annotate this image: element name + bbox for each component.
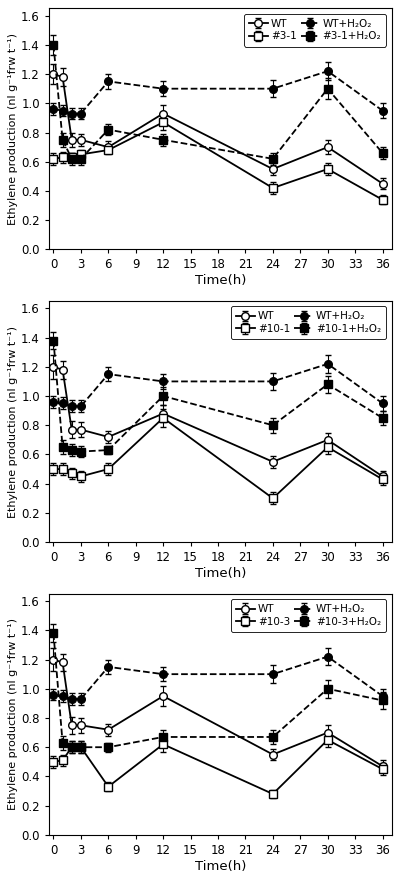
- Y-axis label: Ethylene production (nl g⁻¹frw t⁻¹): Ethylene production (nl g⁻¹frw t⁻¹): [8, 618, 18, 811]
- X-axis label: Time(h): Time(h): [194, 274, 246, 287]
- Y-axis label: Ethylene production (nl g⁻¹frw t⁻¹): Ethylene production (nl g⁻¹frw t⁻¹): [8, 33, 18, 225]
- Y-axis label: Ethylene production (nl g⁻¹frw t⁻¹): Ethylene production (nl g⁻¹frw t⁻¹): [8, 326, 18, 518]
- X-axis label: Time(h): Time(h): [194, 860, 246, 873]
- X-axis label: Time(h): Time(h): [194, 567, 246, 580]
- Legend: WT, #10-1, WT+H₂O₂, #10-1+H₂O₂: WT, #10-1, WT+H₂O₂, #10-1+H₂O₂: [231, 307, 386, 339]
- Legend: WT, #10-3, WT+H₂O₂, #10-3+H₂O₂: WT, #10-3, WT+H₂O₂, #10-3+H₂O₂: [231, 599, 386, 632]
- Legend: WT, #3-1, WT+H₂O₂, #3-1+H₂O₂: WT, #3-1, WT+H₂O₂, #3-1+H₂O₂: [244, 13, 386, 47]
